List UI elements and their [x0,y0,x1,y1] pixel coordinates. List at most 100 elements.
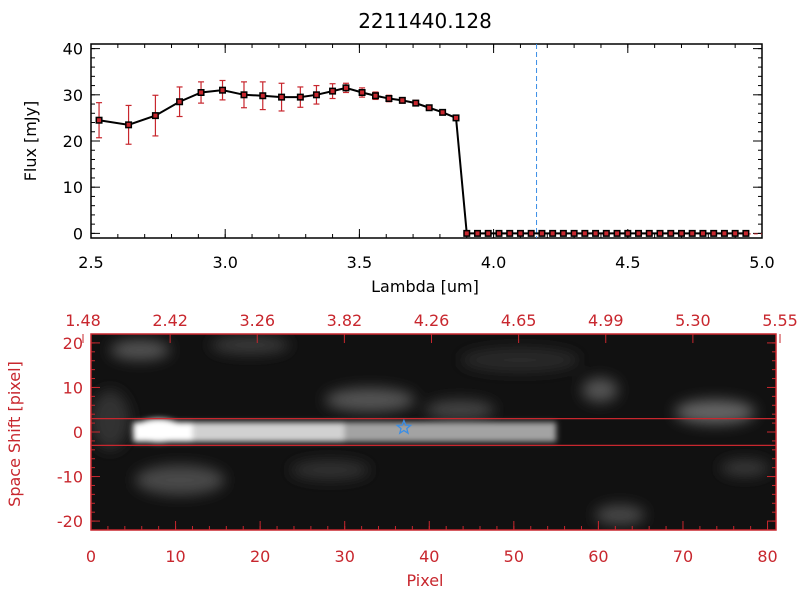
data-point-core [625,231,630,236]
top-y-tick-label: 30 [63,86,83,105]
data-point-core [260,93,265,98]
noise-blob [425,400,495,420]
top-x-tick-label: 4.0 [481,253,506,272]
data-point-core [454,115,459,120]
top-x-tick-label: 3.5 [347,253,372,272]
bottom-plot-ticks [82,333,781,531]
bottom-x-tick-label: 10 [165,547,185,566]
bottom-y-tick-label: -10 [57,468,83,487]
data-point-core [486,231,491,236]
wavelength-tick-label: 3.82 [327,311,363,330]
bottom-x-tick-label: 50 [504,547,524,566]
data-point-core [593,231,598,236]
chart-title: 2211440.128 [358,9,492,33]
data-point-core [582,231,587,236]
data-point-core [199,90,204,95]
data-point-core [464,231,469,236]
data-point-core [561,231,566,236]
top-x-tick-label: 5.0 [749,253,774,272]
bottom-x-tick-label: 30 [335,547,355,566]
trace-segment [344,422,557,442]
data-point-core [126,122,131,127]
data-point-core [241,92,246,97]
trace-peak [132,418,185,443]
top-x-tick-label: 2.5 [78,253,103,272]
flux-data-points [95,84,750,237]
bottom-x-axis-label: Pixel [406,571,443,590]
bottom-x-tick-label: 70 [673,547,693,566]
top-y-tick-label: 40 [63,40,83,59]
bottom-y-axis-label: Space Shift [pixel] [5,361,24,507]
data-point-core [550,231,555,236]
data-point-core [572,231,577,236]
data-point-core [427,105,432,110]
top-y-tick-label: 0 [73,224,83,243]
data-point-core [496,231,501,236]
top-plot-tick-labels: 2.5 3.0 3.5 4.0 4.5 5.0 0 10 20 30 40 [63,40,775,272]
data-point-core [647,231,652,236]
spectrum-image [91,334,776,530]
top-y-axis-label: Flux [mJy] [21,101,40,182]
noise-blob [582,378,618,402]
data-point-core [690,231,695,236]
data-point-core [743,231,748,236]
noise-blob [460,348,580,372]
data-point-core [722,231,727,236]
data-point-core [177,99,182,104]
data-point-core [360,90,365,95]
noise-blob [135,465,225,495]
data-point-core [220,88,225,93]
data-point-core [539,231,544,236]
top-x-tick-label: 3.0 [212,253,237,272]
data-point-core [373,93,378,98]
noise-blob [210,336,290,354]
data-point-core [153,113,158,118]
data-point-core [733,231,738,236]
wavelength-tick-label: 1.48 [65,311,101,330]
data-point-core [658,231,663,236]
flux-series-line [98,86,746,235]
noise-blob [91,390,130,450]
top-x-axis-label: Lambda [um] [371,277,479,296]
data-point-core [700,231,705,236]
bottom-y-tick-label: 10 [63,378,83,397]
data-point-core [507,231,512,236]
wavelength-tick-label: 5.55 [762,311,798,330]
wavelength-tick-label: 3.26 [239,311,275,330]
data-point-core [636,231,641,236]
data-point-core [314,92,319,97]
data-point-core [529,231,534,236]
noise-blob [675,400,755,424]
data-point-core [343,85,348,90]
bottom-plot-tick-labels: 0 10 20 30 40 50 60 70 80 1.48 2.42 3.26 3.82 4.26 4.6… [57,311,798,566]
noise-blob [110,340,170,360]
data-point-core [668,231,673,236]
data-point-core [615,231,620,236]
noise-blob [595,505,645,525]
data-point-core [711,231,716,236]
top-plot-ticks [90,44,763,238]
bottom-x-tick-label: 80 [757,547,777,566]
wavelength-tick-label: 4.99 [588,311,624,330]
top-y-tick-label: 10 [63,178,83,197]
trace-segment [192,422,345,442]
bottom-y-tick-label: 20 [63,334,83,353]
bottom-y-tick-label: -20 [57,512,83,531]
bottom-y-tick-label: 0 [73,423,83,442]
wavelength-tick-label: 4.26 [414,311,450,330]
noise-blob [325,388,415,412]
bottom-x-tick-label: 20 [250,547,270,566]
data-point-core [298,95,303,100]
top-plot-border [90,43,763,239]
bottom-x-tick-label: 60 [588,547,608,566]
top-y-tick-label: 20 [63,132,83,151]
data-point-core [679,231,684,236]
top-x-tick-label: 4.5 [615,253,640,272]
noise-blob [290,460,370,480]
wavelength-tick-label: 2.42 [152,311,188,330]
data-point-core [97,118,102,123]
flux-error-bars [96,79,460,145]
data-point-core [400,98,405,103]
top-plot-frame [90,43,763,239]
